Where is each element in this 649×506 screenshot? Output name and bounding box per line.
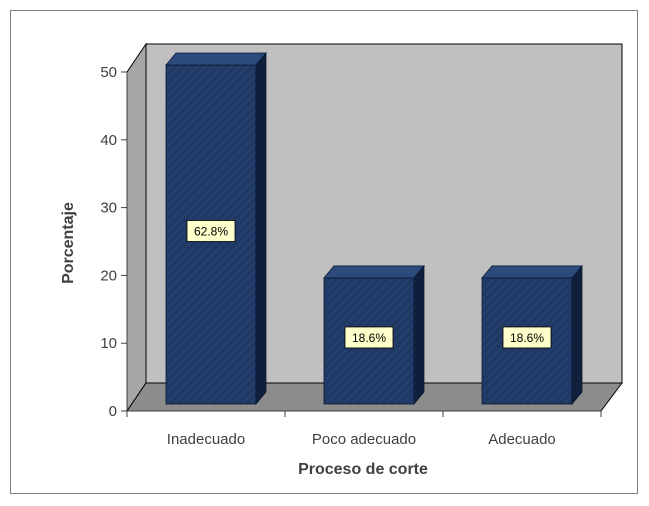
bars bbox=[165, 51, 583, 406]
side-wall bbox=[126, 42, 147, 413]
y-tick-label: 0 bbox=[109, 403, 117, 420]
data-label: 18.6% bbox=[502, 326, 552, 349]
bar-side bbox=[255, 51, 267, 406]
data-label-box bbox=[502, 326, 552, 349]
x-category-label: Inadecuado bbox=[167, 431, 245, 448]
data-labels: 62.8% 18.6% 18.6% bbox=[186, 220, 552, 349]
bar-side bbox=[413, 264, 425, 406]
x-axis: Inadecuado Poco adecuado Adecuado bbox=[126, 410, 602, 448]
data-label-text: 18.6% bbox=[352, 331, 386, 345]
y-tick-label: 50 bbox=[100, 64, 117, 81]
y-axis-title: Porcentaje bbox=[60, 202, 77, 284]
data-label: 18.6% bbox=[344, 326, 394, 349]
data-label: 62.8% bbox=[186, 220, 236, 242]
data-label-box bbox=[186, 220, 236, 242]
data-label-box bbox=[344, 326, 394, 349]
y-tick-label: 20 bbox=[100, 267, 117, 284]
x-category-label: Poco adecuado bbox=[312, 431, 416, 448]
y-tick-label: 40 bbox=[100, 132, 117, 149]
bar-top bbox=[165, 52, 267, 66]
bar bbox=[165, 51, 267, 406]
y-axis: 0 10 20 30 40 50 bbox=[100, 64, 128, 420]
data-label-text: 62.8% bbox=[194, 225, 228, 239]
y-tick-label: 30 bbox=[100, 200, 117, 217]
bar-top bbox=[481, 265, 583, 279]
data-label-text: 18.6% bbox=[510, 331, 544, 345]
bar-side bbox=[571, 264, 583, 406]
y-tick-label: 10 bbox=[100, 335, 117, 352]
bar-top bbox=[323, 265, 425, 279]
x-axis-title: Proceso de corte bbox=[298, 461, 428, 478]
x-category-label: Adecuado bbox=[488, 431, 556, 448]
